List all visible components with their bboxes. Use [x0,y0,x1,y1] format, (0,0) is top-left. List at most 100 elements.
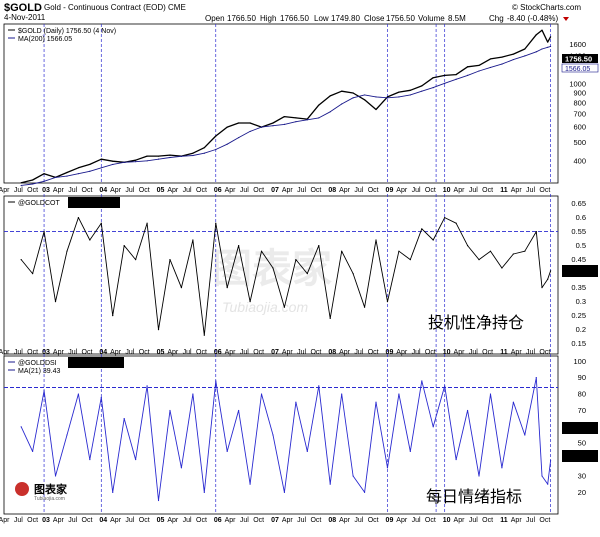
down-arrow-icon [563,17,569,21]
data-point [249,301,251,303]
month-label: Apr [167,349,179,356]
data-point [352,97,354,99]
data-point [535,377,537,379]
data-point [478,70,480,72]
month-label: Jul [68,517,77,524]
series-line-0-1 [21,45,551,186]
data-point [547,41,549,43]
month-label: Oct [253,187,264,194]
data-point [541,475,543,477]
y-tick-label: 0.15 [571,339,586,348]
data-point [260,126,263,128]
price-panel-frame [3,23,559,184]
data-point [283,306,286,308]
data-point [54,176,57,179]
month-label: Oct [482,349,493,356]
series-line-0-0 [21,29,552,184]
data-point [512,253,514,255]
data-point [249,122,251,124]
data-point [329,95,331,97]
month-label: Apr [167,187,179,194]
legend-text: $GOLD (Daily) 1756.50 (4 Nov) [18,28,116,35]
month-label: Oct [139,349,150,356]
month-label: Jul [412,187,421,194]
month-label: Oct [425,187,436,194]
data-point [375,401,377,403]
data-point [295,121,297,123]
data-point [478,64,480,67]
y-tick-label: 0.3 [576,297,586,306]
legend-text: @GOLDDSI [18,360,57,367]
data-point [352,475,354,477]
volume-value: 8.5M [448,14,466,23]
data-point [215,222,217,224]
month-label: Jul [469,349,478,356]
data-point [455,74,457,76]
y-tick-label: 0.2 [576,325,586,334]
data-point [54,475,57,477]
year-label: 07 [271,349,279,356]
data-point [20,182,22,184]
data-point [466,245,469,247]
ma-price-text: 1566.05 [565,66,590,73]
year-label: 08 [328,187,336,194]
legend-text: MA(21) 39.43 [18,368,61,375]
y-tick-label: 100 [573,357,586,366]
data-point [547,278,549,280]
data-point [306,450,308,452]
data-point [501,467,503,469]
series-line-2-0 [20,377,552,501]
y-tick-label: 30 [578,471,586,480]
month-label: Apr [53,517,65,524]
data-point [421,380,423,382]
data-point [135,161,137,163]
data-point [32,273,34,275]
data-point [409,89,411,91]
month-label: Apr [282,187,294,194]
data-point [547,46,549,48]
data-point [512,58,514,61]
year-label: 07 [271,517,279,524]
month-label: Jul [354,517,363,524]
data-point [295,401,297,403]
chart-date: 4-Nov-2011 [4,13,46,22]
month-label: Jul [183,349,192,356]
data-point [524,250,526,252]
data-point [249,130,251,133]
data-point [203,152,205,154]
data-point [123,245,125,247]
data-point [146,385,148,387]
month-label: Apr [110,187,122,194]
contract-description: Gold - Continuous Contract (EOD) [44,3,166,12]
last-price-tag [562,54,598,63]
month-label: Apr [0,349,10,356]
month-label: Oct [82,517,93,524]
data-point [100,222,102,224]
data-point [444,217,446,219]
month-label: Apr [454,517,466,524]
y-tick-label: 0.65 [571,199,586,208]
data-point [549,459,552,462]
month-label: Oct [139,517,150,524]
month-label: Jul [297,349,306,356]
month-label: Oct [482,187,493,194]
open-label: Open [205,14,225,23]
data-point [466,66,469,68]
watermark-sub: Tubiaojia.com [222,299,308,315]
data-point [203,147,205,149]
month-label: Jul [526,349,535,356]
data-point [306,273,308,275]
month-label: Oct [310,349,321,356]
month-label: Apr [0,517,10,524]
data-point [341,103,343,105]
month-label: Jul [125,349,134,356]
y-tick-label: 1000 [569,80,586,89]
data-point [77,393,80,395]
data-point [352,92,354,94]
month-label: Oct [82,349,93,356]
y-tick-label: 500 [573,138,586,147]
data-point [89,170,91,172]
data-point [203,334,205,336]
data-point [524,434,526,436]
data-point [54,301,57,303]
